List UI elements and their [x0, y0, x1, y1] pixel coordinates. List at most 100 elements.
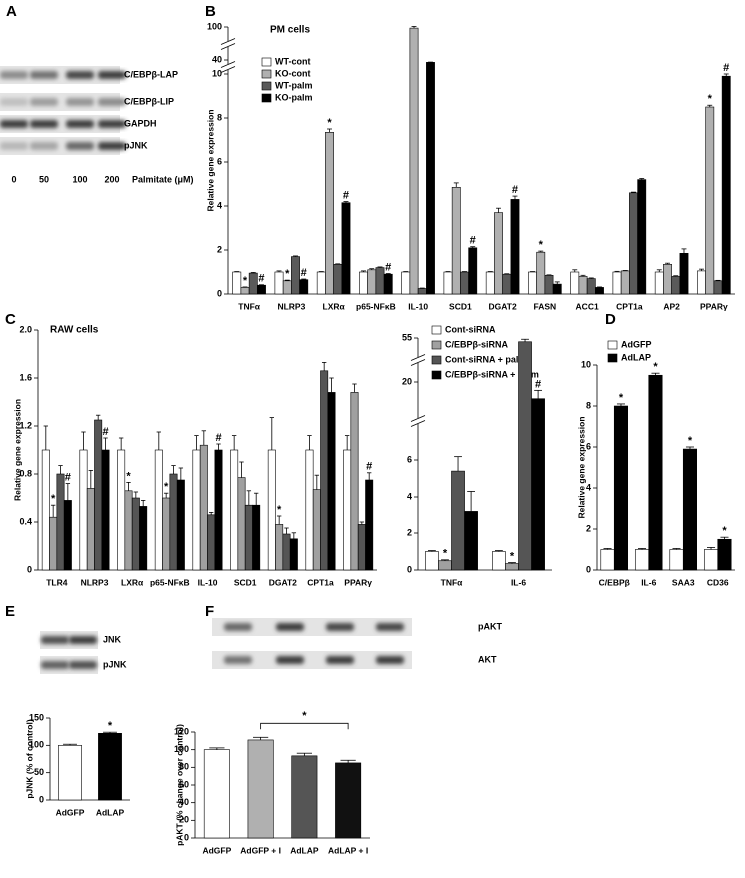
bar — [417, 288, 427, 295]
bar — [327, 392, 336, 571]
legend-swatch — [261, 81, 272, 91]
y-tick-label: 2 — [217, 244, 222, 254]
significance-marker: * — [688, 435, 693, 447]
significance-marker: * — [327, 117, 332, 129]
y-tick-label: 0.4 — [19, 516, 32, 526]
bar — [131, 497, 140, 571]
legend-label: KO-cont — [275, 68, 311, 78]
blot-band — [66, 71, 94, 79]
comparison-label: * — [302, 710, 307, 722]
y-tick-label: 2.0 — [19, 324, 32, 334]
x-tick-label: TNFα — [441, 577, 464, 587]
significance-marker: # — [470, 235, 476, 247]
y-tick-label: 2 — [586, 523, 591, 533]
panel-label: A — [6, 3, 17, 20]
blot-band — [98, 120, 126, 128]
x-tick-label: LXRα — [121, 577, 144, 587]
axis-break — [220, 38, 236, 45]
bar — [544, 274, 554, 295]
y-tick-label: 2 — [407, 527, 412, 537]
bar — [101, 449, 110, 571]
band-label: AKT — [478, 654, 497, 664]
blot-strip — [0, 137, 120, 155]
x-tick-label: LXRα — [323, 301, 346, 311]
y-tick-label: 120 — [174, 726, 189, 736]
significance-marker: * — [708, 93, 713, 105]
axis-break-gap — [412, 418, 424, 424]
bar — [648, 374, 663, 571]
panel-label: D — [605, 311, 616, 328]
bar — [41, 449, 50, 571]
bar — [343, 449, 352, 571]
bar — [350, 392, 359, 571]
significance-marker: * — [510, 551, 515, 563]
y-tick-label: 0 — [217, 288, 222, 298]
band-label: C/EBPβ-LIP — [124, 96, 174, 106]
y-tick-label: 6 — [217, 156, 222, 166]
legend-swatch — [431, 355, 442, 365]
bar — [600, 549, 615, 571]
blot-strip — [0, 66, 120, 84]
bar — [240, 287, 250, 295]
blot-band — [326, 656, 354, 664]
bar — [669, 549, 684, 571]
blot-band — [0, 98, 28, 106]
y-tick-label: 0 — [586, 564, 591, 574]
significance-marker: # — [301, 267, 307, 279]
blot-band — [98, 71, 126, 79]
blot-band — [98, 142, 126, 150]
significance-marker: # — [65, 472, 71, 484]
y-tick-label: 55 — [402, 332, 412, 342]
legend-label: Cont-siRNA + palm — [445, 354, 526, 364]
bar — [359, 271, 368, 295]
legend-label: AdGFP — [621, 339, 652, 349]
axis-break — [220, 43, 236, 50]
bar — [282, 533, 291, 571]
blot-band — [376, 656, 404, 664]
bar — [505, 563, 519, 571]
bar — [291, 755, 318, 839]
legend-label: AdLAP — [621, 352, 651, 362]
y-tick-label: 0.8 — [19, 468, 32, 478]
x-tick-label: AdGFP + I — [240, 845, 281, 855]
bar — [299, 279, 309, 295]
bar — [438, 560, 452, 571]
x-tick-label: p65-NFκB — [356, 301, 396, 311]
legend-swatch — [607, 353, 618, 363]
x-tick-label: p65-NFκB — [150, 577, 190, 587]
blot-band — [66, 98, 94, 106]
bar — [634, 549, 650, 571]
legend-swatch — [261, 57, 272, 67]
x-tick-label: SCD1 — [449, 301, 472, 311]
bar — [94, 419, 103, 571]
x-tick-label: DGAT2 — [269, 577, 297, 587]
x-tick-label: SCD1 — [234, 577, 257, 587]
bar — [613, 405, 629, 571]
bar — [705, 106, 715, 295]
bar — [320, 370, 329, 571]
blot-strip — [0, 115, 120, 133]
y-tick-label: 0 — [27, 564, 32, 574]
bar — [214, 449, 223, 571]
lane-label: 100 — [72, 174, 87, 184]
legend-label: C/EBPβ-siRNA — [445, 339, 509, 349]
bar — [586, 278, 596, 295]
bar — [257, 284, 266, 295]
bar — [267, 449, 276, 571]
blot-strip — [212, 618, 412, 636]
bar — [367, 269, 377, 295]
bar — [357, 524, 366, 571]
bar — [528, 271, 537, 295]
significance-marker: # — [215, 432, 221, 444]
significance-marker: * — [126, 470, 131, 482]
blot-band — [224, 623, 252, 631]
legend-swatch — [431, 325, 442, 335]
bar — [451, 187, 461, 295]
panel-label: B — [205, 3, 216, 20]
bar — [124, 490, 133, 571]
x-tick-label: ACC1 — [576, 301, 599, 311]
x-tick-label: NLRP3 — [277, 301, 305, 311]
axis-break — [220, 66, 236, 73]
y-tick-label: 1.6 — [19, 372, 32, 382]
